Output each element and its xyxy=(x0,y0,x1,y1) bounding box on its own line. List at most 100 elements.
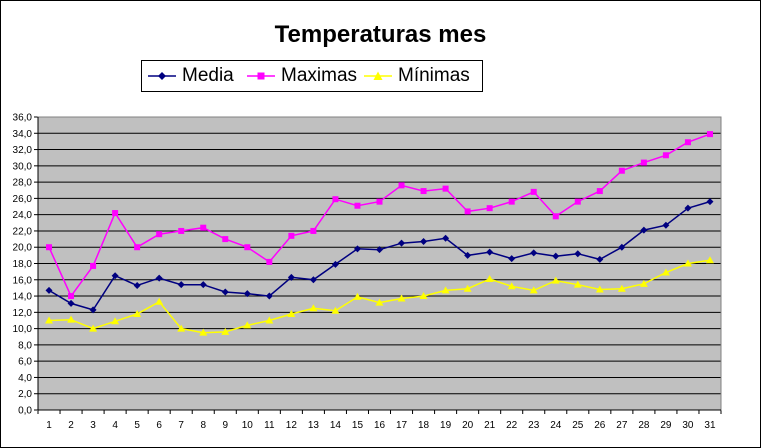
y-tick-label: 30,0 xyxy=(13,161,33,172)
y-tick-label: 24,0 xyxy=(13,210,33,221)
data-point-media xyxy=(376,246,383,254)
x-tick-label: 31 xyxy=(704,420,716,431)
x-tick-label: 4 xyxy=(112,420,118,431)
data-point-media xyxy=(265,292,273,300)
x-tick-label: 2 xyxy=(68,420,74,431)
data-point-minimas xyxy=(243,321,252,329)
data-point-minimas xyxy=(573,280,582,288)
data-point-media xyxy=(552,252,560,260)
x-tick-label: 7 xyxy=(178,420,184,431)
data-point-minimas xyxy=(617,284,626,292)
data-point-maximas xyxy=(442,185,449,192)
data-point-media xyxy=(464,251,472,259)
legend-item-media: Media xyxy=(148,61,234,91)
data-point-minimas xyxy=(683,259,692,267)
data-point-minimas xyxy=(507,282,516,290)
y-tick-label: 0,0 xyxy=(18,406,32,417)
chart-title: Temperaturas mes xyxy=(274,21,487,48)
data-point-media xyxy=(398,239,406,247)
data-point-maximas xyxy=(156,231,163,238)
legend-swatch-media xyxy=(148,72,176,80)
y-tick-label: 20,0 xyxy=(13,243,33,254)
data-point-media xyxy=(111,272,119,280)
data-point-maximas xyxy=(90,262,97,269)
data-point-maximas xyxy=(134,244,141,251)
x-tick-label: 8 xyxy=(200,420,206,431)
x-tick-label: 21 xyxy=(484,420,496,431)
data-point-minimas xyxy=(705,256,714,264)
data-point-maximas xyxy=(706,131,713,138)
data-point-minimas xyxy=(331,306,340,314)
data-point-media xyxy=(89,306,97,314)
data-point-maximas xyxy=(310,227,317,234)
x-tick-label: 27 xyxy=(616,420,628,431)
data-point-maximas xyxy=(662,152,669,159)
data-point-minimas xyxy=(111,317,120,325)
y-tick-label: 12,0 xyxy=(13,308,33,319)
data-point-maximas xyxy=(46,244,53,251)
data-point-minimas xyxy=(67,315,76,323)
x-tick-label: 20 xyxy=(462,420,474,431)
x-tick-label: 24 xyxy=(550,420,562,431)
data-point-media xyxy=(331,260,339,268)
legend-swatch-maximas xyxy=(247,72,275,80)
data-point-media xyxy=(155,274,163,282)
y-tick-label: 28,0 xyxy=(13,178,33,189)
data-point-maximas xyxy=(354,202,361,209)
data-point-maximas xyxy=(574,198,581,205)
data-point-minimas xyxy=(661,268,670,276)
data-point-maximas xyxy=(68,293,75,300)
y-tick-label: 26,0 xyxy=(13,194,33,205)
data-point-media xyxy=(530,249,538,257)
data-point-maximas xyxy=(222,236,229,243)
data-point-media xyxy=(442,234,450,242)
data-point-media xyxy=(706,198,714,206)
data-point-media xyxy=(199,281,207,289)
data-point-minimas xyxy=(155,297,164,305)
data-point-minimas xyxy=(45,316,54,324)
data-point-maximas xyxy=(508,198,515,205)
y-tick-label: 16,0 xyxy=(13,275,33,286)
x-tick-label: 15 xyxy=(352,420,364,431)
data-point-minimas xyxy=(551,276,560,284)
x-tick-label: 29 xyxy=(660,420,672,431)
y-tick-label: 18,0 xyxy=(13,259,33,270)
data-point-minimas xyxy=(309,304,318,312)
x-tick-label: 16 xyxy=(374,420,386,431)
data-point-media xyxy=(45,286,53,294)
legend-item-minimas: Mínimas xyxy=(364,61,470,91)
x-tick-label: 10 xyxy=(242,420,254,431)
data-point-maximas xyxy=(266,258,273,265)
legend-label-maximas: Maximas xyxy=(281,65,358,86)
data-point-media xyxy=(133,281,141,289)
legend-swatch-minimas xyxy=(364,71,392,80)
data-point-maximas xyxy=(398,182,405,189)
y-tick-label: 2,0 xyxy=(18,389,32,400)
data-point-maximas xyxy=(618,167,625,174)
x-tick-label: 1 xyxy=(46,420,52,431)
data-point-minimas xyxy=(463,284,472,292)
x-tick-label: 23 xyxy=(528,420,540,431)
y-tick-label: 14,0 xyxy=(13,292,33,303)
y-tick-label: 10,0 xyxy=(13,324,33,335)
data-point-maximas xyxy=(684,139,691,146)
data-point-media xyxy=(662,221,670,229)
x-tick-label: 5 xyxy=(134,420,140,431)
data-point-minimas xyxy=(529,286,538,294)
data-point-media xyxy=(309,276,317,284)
y-tick-label: 22,0 xyxy=(13,226,33,237)
y-tick-label: 8,0 xyxy=(18,340,32,351)
data-point-media xyxy=(596,255,604,263)
data-point-minimas xyxy=(375,298,384,306)
data-point-maximas xyxy=(200,224,207,231)
data-point-media xyxy=(640,226,648,234)
data-point-media xyxy=(574,250,582,258)
legend-item-maximas: Maximas xyxy=(247,61,357,91)
data-point-maximas xyxy=(640,159,647,166)
data-point-media xyxy=(221,288,229,296)
data-point-minimas xyxy=(89,324,98,332)
data-point-minimas xyxy=(419,292,428,300)
x-tick-label: 9 xyxy=(222,420,228,431)
